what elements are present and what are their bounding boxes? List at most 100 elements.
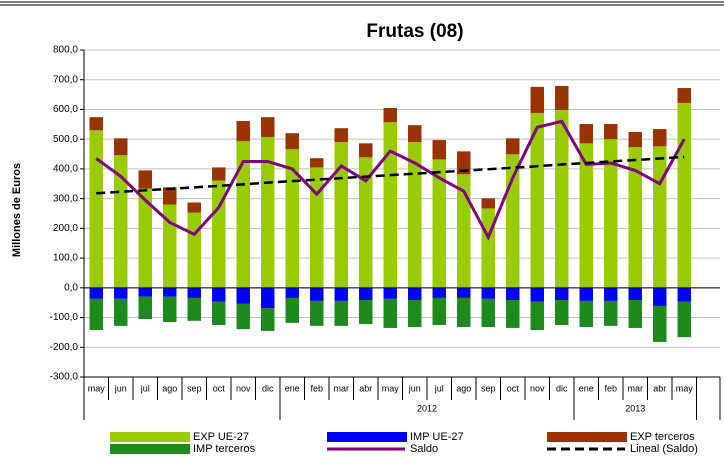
y-tick-label: 700,0 xyxy=(53,74,78,85)
bar-segment xyxy=(212,167,226,181)
y-tick-label: -100,0 xyxy=(50,312,79,323)
bar-segment xyxy=(383,107,397,123)
x-tick-label: oct xyxy=(213,383,226,393)
bar-segment xyxy=(89,130,103,288)
y-tick-label: 500,0 xyxy=(53,134,78,145)
bar-segment xyxy=(359,287,373,301)
bar-segment xyxy=(653,287,667,306)
bar-segment xyxy=(89,117,103,131)
legend-swatch xyxy=(327,432,407,442)
legend-swatch xyxy=(110,432,190,442)
bar-segment xyxy=(555,110,569,288)
x-tick-label: may xyxy=(676,383,694,393)
bar-segment xyxy=(677,301,691,338)
bar-segment xyxy=(236,303,250,330)
bar-segment xyxy=(359,143,373,158)
bar-segment xyxy=(359,300,373,325)
x-tick-label: sep xyxy=(481,383,496,393)
x-tick-label: nov xyxy=(236,383,251,393)
bar-segment xyxy=(163,187,177,205)
y-tick-label: 800,0 xyxy=(53,45,78,56)
bar-segment xyxy=(408,125,422,143)
legend-label: IMP UE-27 xyxy=(410,431,464,443)
bar-segment xyxy=(530,113,544,288)
x-tick-label: jul xyxy=(140,383,150,393)
bar-segment xyxy=(677,88,691,103)
bar-segment xyxy=(506,287,520,301)
chart-title: Frutas (08) xyxy=(366,21,463,42)
bar-segment xyxy=(653,305,667,342)
bar-segment xyxy=(579,287,593,301)
bar-segment xyxy=(138,170,152,189)
bar-segment xyxy=(212,287,226,302)
bar-segment xyxy=(114,287,128,299)
bar-segment xyxy=(457,174,471,288)
bar-segment xyxy=(261,137,275,288)
x-tick-label: ago xyxy=(162,383,177,393)
bar-segment xyxy=(236,121,250,142)
line xyxy=(95,119,686,241)
bar-segment xyxy=(506,300,520,328)
y-tick-label: -300,0 xyxy=(50,372,79,383)
bar-segment xyxy=(383,298,397,328)
bar-segment xyxy=(187,287,201,298)
bar-segment xyxy=(261,287,275,309)
bar-segment xyxy=(408,300,422,328)
bar-segment xyxy=(457,297,471,328)
bar-segment xyxy=(285,133,299,150)
x-tick-label: ago xyxy=(456,383,471,393)
legend-label: EXP UE-27 xyxy=(193,431,249,443)
x-tick-label: abr xyxy=(653,383,666,393)
y-tick-label: -200,0 xyxy=(50,342,79,353)
x-tick-label: feb xyxy=(310,383,323,393)
bar-segment xyxy=(432,287,446,298)
bar-segment xyxy=(481,208,495,288)
bar-segment xyxy=(310,300,324,326)
year-label: 2013 xyxy=(625,403,645,413)
bar-segment xyxy=(236,287,250,304)
bar-segment xyxy=(285,149,299,288)
bar-segment xyxy=(628,147,642,288)
x-tick-label: dic xyxy=(556,383,568,393)
bar-segment xyxy=(481,198,495,209)
legend-label: IMP terceros xyxy=(193,443,256,455)
bar-segment xyxy=(555,300,569,325)
bar-segment xyxy=(432,140,446,160)
bar-segment xyxy=(481,298,495,328)
bar-segment xyxy=(163,287,177,297)
bar-segment xyxy=(530,301,544,331)
bar-segment xyxy=(285,287,299,298)
y-tick-label: 100,0 xyxy=(53,253,78,264)
bar-segment xyxy=(604,287,618,301)
x-tick-label: abr xyxy=(359,383,372,393)
trend-line xyxy=(96,155,685,195)
bar-segment xyxy=(212,301,226,325)
bar-segment xyxy=(334,142,348,288)
bar-segment xyxy=(604,139,618,288)
x-tick-label: jun xyxy=(408,383,421,393)
bar-segment xyxy=(383,122,397,288)
bar-segment xyxy=(481,287,495,299)
bar-segment xyxy=(383,287,397,299)
bar-segment xyxy=(653,146,667,288)
x-tick-label: ene xyxy=(285,383,300,393)
bar-segment xyxy=(579,124,593,144)
x-tick-label: ene xyxy=(579,383,594,393)
bar-segment xyxy=(432,297,446,325)
bar-segment xyxy=(334,300,348,326)
bar-segment xyxy=(457,287,471,298)
bar-segment xyxy=(138,287,152,297)
bar-segment xyxy=(187,202,201,213)
x-tick-label: jun xyxy=(114,383,127,393)
bar-segment xyxy=(334,287,348,301)
x-tick-label: mar xyxy=(334,383,350,393)
bar-segment xyxy=(163,296,177,323)
y-tick-label: 0,0 xyxy=(64,282,78,293)
bar-segment xyxy=(89,298,103,331)
legend-swatch xyxy=(547,432,627,442)
legend-label: Saldo xyxy=(410,443,438,455)
bar-segment xyxy=(310,158,324,168)
bar-segment xyxy=(457,151,471,175)
bar-segment xyxy=(114,298,128,326)
